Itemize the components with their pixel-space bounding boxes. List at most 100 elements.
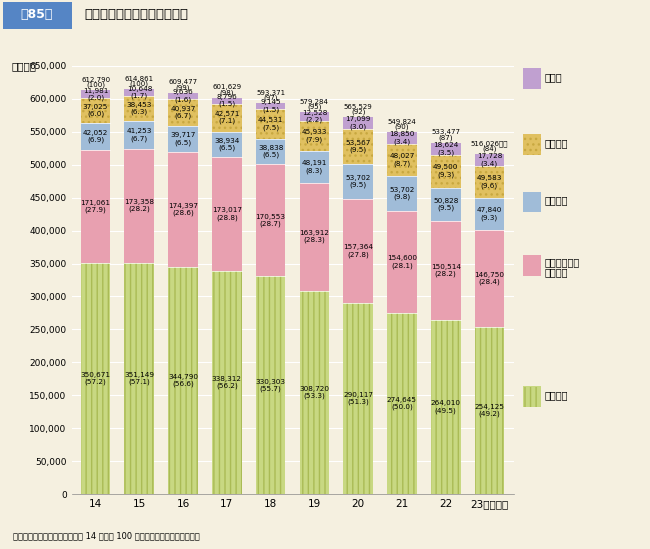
- Bar: [124, 96, 154, 121]
- Text: 企業債借入先別現在高の推移: 企業債借入先別現在高の推移: [84, 8, 188, 21]
- Text: 351,149
(57.1): 351,149 (57.1): [124, 372, 154, 385]
- Text: 18,624
(3.5): 18,624 (3.5): [433, 142, 458, 155]
- Text: 549,824: 549,824: [387, 119, 416, 125]
- Bar: [212, 157, 242, 271]
- Text: 308,720
(53.3): 308,720 (53.3): [300, 385, 330, 399]
- Text: 42,571
(7.1): 42,571 (7.1): [214, 111, 240, 124]
- Text: (100): (100): [86, 82, 105, 88]
- Text: 146,750
(28.4): 146,750 (28.4): [474, 272, 504, 285]
- Bar: [300, 121, 330, 151]
- Text: 37,025
(6.0): 37,025 (6.0): [83, 104, 109, 117]
- Text: 地方公共団体: 地方公共団体: [545, 257, 580, 267]
- Bar: [124, 121, 154, 149]
- Bar: [343, 164, 373, 199]
- Text: (100): (100): [130, 81, 149, 87]
- Bar: [255, 109, 285, 138]
- Bar: [300, 183, 330, 291]
- Text: 9,145
(1.5): 9,145 (1.5): [260, 99, 281, 113]
- Bar: [255, 277, 285, 494]
- Text: 11,981
(2.0): 11,981 (2.0): [83, 88, 109, 101]
- Y-axis label: （億円）: （億円）: [11, 61, 36, 71]
- Bar: [431, 188, 461, 221]
- Text: 264,010
(49.5): 264,010 (49.5): [431, 400, 461, 414]
- Bar: [300, 151, 330, 183]
- Bar: [168, 93, 198, 99]
- Text: 174,397
(28.6): 174,397 (28.6): [168, 203, 198, 216]
- Text: 45,933
(7.9): 45,933 (7.9): [302, 129, 327, 143]
- Text: 38,453
(6.3): 38,453 (6.3): [127, 102, 152, 115]
- Bar: [431, 143, 461, 155]
- Bar: [212, 271, 242, 494]
- Text: 170,553
(28.7): 170,553 (28.7): [255, 214, 285, 227]
- Bar: [255, 164, 285, 277]
- Text: 154,600
(28.1): 154,600 (28.1): [387, 255, 417, 269]
- Text: 12,528
(2.2): 12,528 (2.2): [302, 110, 327, 124]
- Bar: [81, 91, 110, 98]
- Bar: [3, 2, 72, 29]
- Text: 49,583
(9.6): 49,583 (9.6): [476, 175, 502, 189]
- Bar: [343, 199, 373, 303]
- Text: 41,253
(6.7): 41,253 (6.7): [127, 128, 152, 142]
- Bar: [124, 149, 154, 263]
- Text: 49,500
(9.3): 49,500 (9.3): [433, 165, 458, 178]
- Bar: [168, 152, 198, 267]
- Text: 48,191
(8.3): 48,191 (8.3): [302, 160, 327, 173]
- Bar: [81, 263, 110, 494]
- Bar: [212, 98, 242, 104]
- Text: 173,017
(28.8): 173,017 (28.8): [212, 208, 242, 221]
- Text: 53,702
(9.5): 53,702 (9.5): [345, 175, 371, 188]
- Bar: [81, 122, 110, 150]
- Text: 8,796
(1.5): 8,796 (1.5): [216, 94, 237, 108]
- Bar: [387, 176, 417, 211]
- Text: (95): (95): [307, 104, 322, 110]
- Text: 47,840
(9.3): 47,840 (9.3): [476, 208, 502, 221]
- Bar: [343, 128, 373, 164]
- Bar: [431, 221, 461, 320]
- Bar: [431, 320, 461, 494]
- Text: 10,648
(1.7): 10,648 (1.7): [127, 86, 152, 99]
- Text: 第85図: 第85図: [21, 8, 53, 21]
- Text: 政府資金: 政府資金: [545, 390, 568, 400]
- Text: 344,790
(56.6): 344,790 (56.6): [168, 374, 198, 387]
- Text: 48,027
(8.7): 48,027 (8.7): [389, 153, 415, 167]
- Text: (98): (98): [220, 89, 234, 96]
- Text: その他: その他: [545, 72, 562, 82]
- Text: 601,629: 601,629: [213, 85, 241, 91]
- Text: (99): (99): [176, 84, 190, 91]
- Text: 38,934
(6.5): 38,934 (6.5): [214, 138, 240, 151]
- Text: (97): (97): [263, 95, 278, 101]
- Bar: [168, 126, 198, 152]
- Text: 157,364
(27.8): 157,364 (27.8): [343, 244, 373, 258]
- Text: 171,061
(27.9): 171,061 (27.9): [81, 200, 110, 214]
- Text: 18,850
(3.4): 18,850 (3.4): [389, 131, 415, 145]
- Text: 612,790: 612,790: [81, 77, 110, 83]
- Text: 290,117
(51.3): 290,117 (51.3): [343, 392, 373, 405]
- Bar: [81, 98, 110, 122]
- Text: 53,702
(9.8): 53,702 (9.8): [389, 187, 415, 200]
- Text: 17,099
(3.0): 17,099 (3.0): [345, 116, 371, 130]
- Text: 40,937
(6.7): 40,937 (6.7): [170, 105, 196, 119]
- Text: 44,531
(7.5): 44,531 (7.5): [258, 117, 283, 131]
- Text: 614,861: 614,861: [125, 76, 154, 82]
- Text: 593,371: 593,371: [256, 90, 285, 96]
- Text: 330,303
(55.7): 330,303 (55.7): [255, 379, 285, 392]
- Text: 50,828
(9.5): 50,828 (9.5): [433, 198, 458, 211]
- Text: 173,358
(28.2): 173,358 (28.2): [124, 199, 154, 212]
- Bar: [343, 117, 373, 128]
- Bar: [474, 327, 504, 494]
- Bar: [343, 303, 373, 494]
- Text: (90): (90): [395, 124, 409, 130]
- Text: （注）「　」内の数値は，平成 14 年度を 100 として算出した指数である。: （注）「 」内の数値は，平成 14 年度を 100 として算出した指数である。: [13, 532, 200, 541]
- Text: (87): (87): [438, 134, 453, 141]
- Bar: [387, 144, 417, 176]
- Text: (84): (84): [482, 145, 497, 152]
- Text: 42,052
(6.9): 42,052 (6.9): [83, 130, 109, 143]
- Bar: [387, 313, 417, 494]
- Text: 市場公墓: 市場公墓: [545, 138, 568, 148]
- Text: 9,636
(1.6): 9,636 (1.6): [173, 89, 194, 103]
- Text: 163,912
(28.3): 163,912 (28.3): [300, 230, 330, 243]
- Text: 609,477: 609,477: [168, 79, 198, 85]
- Bar: [474, 199, 504, 230]
- Bar: [300, 113, 330, 121]
- Text: 565,529: 565,529: [344, 104, 372, 110]
